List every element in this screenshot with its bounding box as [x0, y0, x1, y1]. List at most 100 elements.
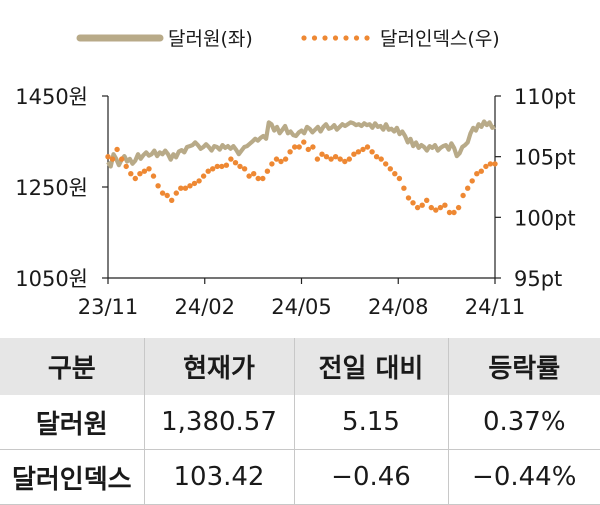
series-point-dxy	[269, 161, 275, 167]
right-tick-label: 110pt	[514, 85, 576, 109]
series-point-dxy	[114, 146, 120, 153]
series-point-dxy	[251, 171, 257, 177]
series-point-dxy	[191, 180, 198, 187]
series-point-dxy	[424, 197, 430, 203]
row-current-price: 103.42	[143, 449, 294, 505]
series-point-dxy	[414, 204, 421, 211]
series-point-dxy	[360, 146, 366, 153]
legend-dot	[311, 35, 318, 41]
series-point-dxy	[128, 171, 134, 177]
series-point-dxy	[228, 156, 234, 162]
series-point-dxy	[396, 175, 403, 182]
series-point-dxy	[178, 185, 184, 191]
right-tick-label: 105pt	[514, 146, 576, 170]
series-point-dxy	[296, 144, 302, 150]
left-tick-label: 1450원	[15, 85, 88, 109]
legend-label-dxy: 달러인덱스(우)	[380, 28, 500, 50]
series-point-dxy	[260, 175, 266, 182]
series-point-dxy	[346, 156, 352, 162]
legend-swatch-dxy	[301, 35, 370, 41]
series-point-dxy	[451, 209, 457, 216]
row-current-price: 1,380.57	[143, 395, 294, 450]
series-point-dxy	[319, 151, 325, 157]
series-point-dxy	[146, 166, 152, 172]
header-category: 구분	[0, 338, 144, 395]
row-day-change: −0.46	[293, 449, 448, 505]
fx-summary-table: 구분 현재가 전일 대비 등락률 달러원 1,380.57 5.15 0.37%…	[0, 338, 600, 505]
legend-dot	[364, 35, 370, 41]
series-point-dxy	[278, 158, 284, 165]
series-point-dxy	[169, 197, 175, 203]
series-point-dxy	[332, 154, 339, 160]
series-point-dxy	[419, 202, 425, 208]
series-point-dxy	[137, 171, 143, 177]
series-point-dxy	[200, 173, 207, 179]
series-point-dxy	[351, 151, 357, 157]
left-axis-ticks: 1450원 1250원 1050원	[15, 85, 108, 291]
series-point-dxy	[232, 160, 239, 166]
series-point-dxy	[378, 156, 384, 162]
series-point-dxy	[301, 139, 307, 145]
series-point-dxy	[446, 209, 453, 216]
series-point-dxy	[323, 154, 330, 160]
legend: 달러원(좌) 달러인덱스(우)	[76, 28, 500, 50]
series-point-dxy	[264, 168, 271, 174]
series-line-usdkrw	[106, 119, 496, 169]
table-row: 달러인덱스 103.42 −0.46 −0.44%	[0, 449, 600, 505]
series-point-dxy	[387, 166, 393, 172]
series-point-dxy	[123, 163, 129, 170]
series-point-dxy	[105, 154, 111, 160]
x-tick-label: 24/02	[174, 295, 235, 319]
series-point-dxy	[292, 144, 298, 150]
x-tick-label: 24/08	[368, 295, 429, 319]
series-point-dxy	[392, 171, 398, 177]
left-tick-label: 1050원	[15, 267, 88, 291]
legend-dot	[353, 35, 360, 41]
left-tick-label: 1250원	[15, 176, 88, 200]
series-point-dxy	[373, 154, 380, 160]
series-point-dxy	[369, 149, 375, 155]
series-point-dxy	[433, 207, 439, 213]
series-point-dxy	[437, 204, 444, 211]
series-point-dxy	[187, 183, 193, 189]
row-label: 달러원	[0, 395, 144, 450]
series-point-dxy	[401, 185, 407, 191]
series-point-dxy	[273, 156, 280, 162]
series-point-dxy	[150, 173, 157, 179]
series-point-dxy	[219, 163, 225, 170]
right-tick-label: 95pt	[514, 267, 562, 291]
series-point-dxy	[342, 158, 348, 165]
legend-dot	[301, 35, 307, 41]
series-point-dxy	[255, 175, 261, 182]
series-point-dxy	[223, 162, 230, 168]
series-point-dxy	[246, 173, 252, 179]
series-point-dxy	[314, 156, 321, 162]
legend-dot	[332, 35, 339, 41]
series-point-dxy	[483, 163, 489, 170]
series-point-dxy	[287, 149, 293, 155]
row-label: 달러인덱스	[0, 449, 144, 505]
series-point-dxy	[328, 156, 334, 162]
series-point-dxy	[428, 204, 434, 211]
series-point-dxy	[237, 163, 243, 170]
header-current-price: 현재가	[143, 338, 294, 395]
series-point-dxy	[405, 195, 412, 201]
series-point-dxy	[383, 161, 389, 167]
series-point-dxy	[196, 178, 202, 184]
header-day-change: 전일 대비	[293, 338, 448, 395]
series-point-dxy	[159, 190, 166, 196]
series-layer	[105, 119, 498, 216]
series-point-dxy	[364, 144, 371, 150]
header-change-rate: 등락률	[447, 338, 600, 395]
series-point-dxy	[109, 156, 116, 162]
table-row: 달러원 1,380.57 5.15 0.37%	[0, 395, 600, 450]
series-point-dxy	[119, 156, 125, 162]
series-point-dxy	[282, 156, 289, 162]
x-tick-label: 24/05	[271, 295, 332, 319]
series-point-dxy	[173, 190, 179, 196]
series-point-dxy	[305, 146, 311, 153]
x-axis-ticks: 23/11 24/02 24/05 24/08 24/11	[78, 278, 526, 319]
x-tick-label: 24/11	[465, 295, 526, 319]
row-change-rate: −0.44%	[447, 449, 600, 505]
series-point-dxy	[465, 185, 471, 191]
